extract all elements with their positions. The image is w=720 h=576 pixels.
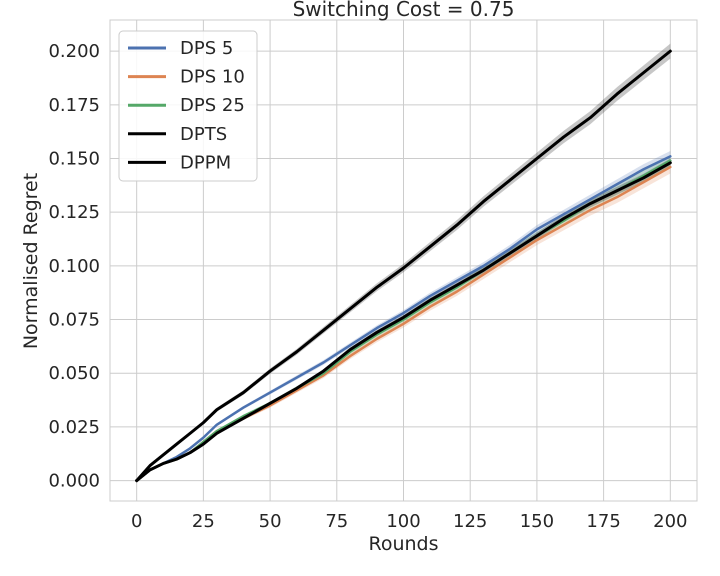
legend-label: DPS 5 (180, 38, 233, 59)
series-lines (135, 49, 672, 483)
y-tick-label: 0.175 (48, 95, 100, 116)
series-line-dppm (135, 161, 672, 483)
legend: DPS 5 DPS 10 DPS 25 DPTS DPPM (118, 30, 258, 182)
x-tick-label: 0 (131, 511, 142, 532)
legend-box (118, 30, 258, 182)
x-tick-label: 50 (259, 511, 282, 532)
legend-label: DPS 10 (180, 67, 245, 88)
x-tick-label: 175 (586, 511, 620, 532)
grid (110, 20, 697, 501)
legend-label: DPPM (180, 152, 231, 173)
x-axis-label: Rounds (368, 533, 438, 555)
y-axis-label: Normalised Regret (20, 173, 42, 349)
series-line-dps-5 (135, 155, 672, 482)
y-tick-label: 0.075 (48, 310, 100, 331)
x-tick-label: 75 (325, 511, 348, 532)
y-tick-label: 0.000 (48, 471, 100, 492)
y-tick-label: 0.100 (48, 256, 100, 277)
chart-title: Switching Cost = 0.75 (293, 0, 515, 21)
x-tick-label: 150 (520, 511, 554, 532)
legend-label: DPS 25 (180, 95, 245, 116)
x-tick-label: 25 (192, 511, 215, 532)
x-tick-label: 200 (653, 511, 687, 532)
x-tick-labels: 0 25 50 75 100 125 150 175 200 (131, 511, 688, 532)
y-tick-labels: 0.000 0.025 0.050 0.075 0.100 0.125 0.150 0.175… (48, 41, 100, 491)
legend-label: DPTS (180, 124, 227, 145)
y-tick-label: 0.050 (48, 363, 100, 384)
x-tick-label: 125 (453, 511, 487, 532)
x-tick-label: 100 (386, 511, 420, 532)
y-tick-label: 0.025 (48, 417, 100, 438)
y-tick-label: 0.125 (48, 202, 100, 223)
y-tick-label: 0.200 (48, 41, 100, 62)
y-tick-label: 0.150 (48, 149, 100, 170)
series-line-dpts (135, 49, 672, 483)
